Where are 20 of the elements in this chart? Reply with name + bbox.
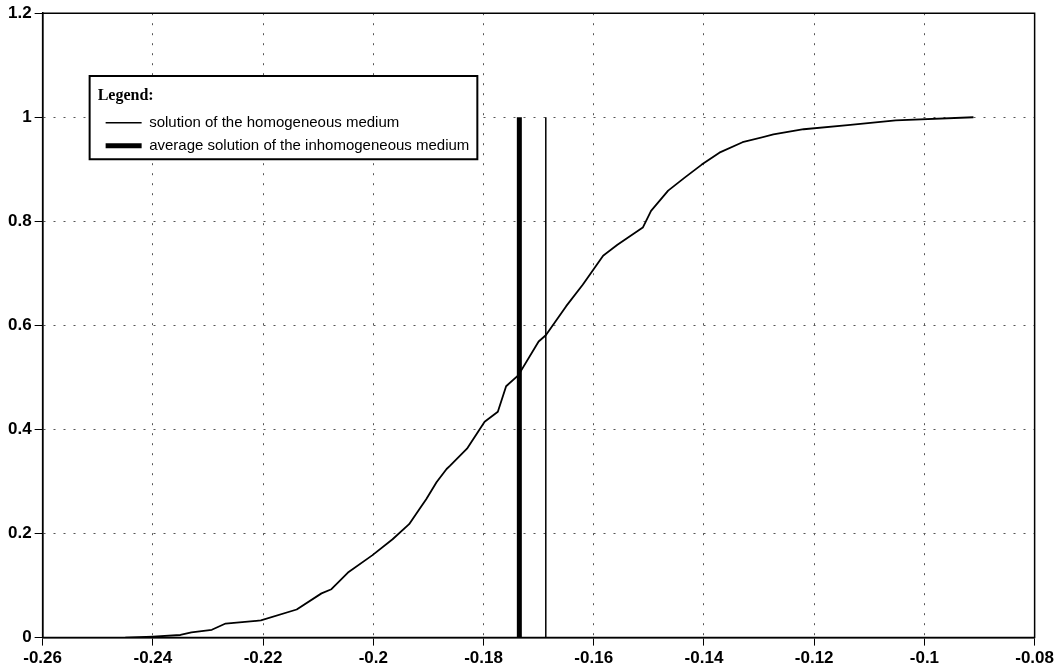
y-tick-label: 1: [22, 106, 32, 126]
x-tick-label: -0.18: [464, 648, 503, 668]
y-tick-label: 0.8: [7, 211, 32, 231]
legend-label: average solution of the inhomogeneous medium: [149, 135, 470, 153]
x-tick-label: -0.1: [909, 648, 940, 668]
x-tick-label: -0.24: [133, 648, 173, 668]
x-tick-label: -0.12: [794, 648, 834, 668]
x-tick-label: -0.26: [23, 648, 63, 668]
x-tick-label: -0.2: [358, 648, 388, 668]
x-tick-label: -0.16: [574, 648, 614, 668]
y-tick-label: 1.2: [7, 2, 32, 22]
y-tick-label: 0.2: [7, 523, 32, 543]
x-tick-label: -0.08: [1015, 648, 1054, 668]
y-tick-label: 0.4: [7, 419, 33, 439]
legend-label: solution of the homogeneous medium: [149, 112, 400, 130]
legend-title: Legend:: [97, 86, 154, 105]
y-tick-label: 0: [22, 627, 32, 647]
x-tick-label: -0.22: [243, 648, 283, 668]
x-tick-label: -0.14: [684, 648, 724, 668]
y-tick-label: 0.6: [7, 315, 32, 335]
